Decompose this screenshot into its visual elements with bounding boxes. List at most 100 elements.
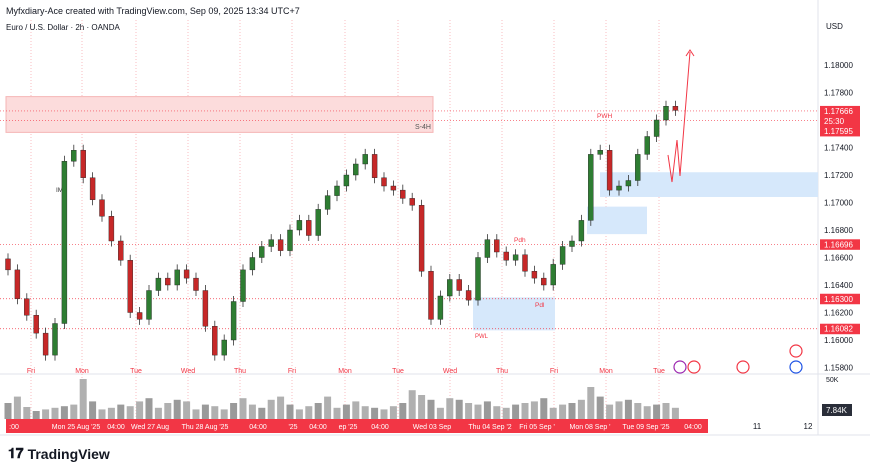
time-label: '25 <box>288 424 297 431</box>
economic-event-icon[interactable] <box>673 360 687 374</box>
volume-bar <box>408 390 416 419</box>
candle-body <box>428 271 434 320</box>
candle-body <box>212 326 218 356</box>
volume-bar <box>13 396 21 419</box>
candle-body <box>550 264 556 286</box>
candle-body <box>409 198 415 206</box>
annotation: IM <box>56 187 63 194</box>
candle-body <box>522 254 528 272</box>
candle-body <box>475 257 481 301</box>
tradingview-logo[interactable]: 𝟏𝟕 TradingView <box>8 445 110 462</box>
volume-bar <box>154 407 162 419</box>
candle-body <box>494 239 500 253</box>
volume-bar <box>596 396 604 419</box>
time-label: Wed 03 Sep <box>413 424 452 431</box>
time-label: Tue 09 Sep '25 <box>622 424 669 431</box>
volume-bar <box>436 407 444 419</box>
volume-bar <box>164 403 172 419</box>
volume-bar <box>192 409 200 419</box>
candle-body <box>33 315 39 334</box>
time-label: 04:00 <box>684 424 702 431</box>
volume-bar <box>51 407 59 419</box>
volume-bar <box>248 404 256 419</box>
volume-bar <box>230 403 238 419</box>
volume-bar <box>530 401 538 419</box>
candle-body <box>400 189 406 199</box>
candle-body <box>202 290 209 327</box>
y-tick-label: 1.16800 <box>824 226 853 235</box>
volume-bar <box>201 404 209 419</box>
volume-bar <box>455 399 463 419</box>
y-tick-label: 1.16400 <box>824 281 853 290</box>
candle-body <box>24 298 30 316</box>
time-label: Fri 05 Sep ' <box>519 424 555 431</box>
volume-bar <box>549 407 557 419</box>
time-axis-bar <box>6 419 708 433</box>
candle-body <box>155 277 162 291</box>
time-label: Wed 27 Aug <box>131 424 169 431</box>
candle-body <box>362 154 368 165</box>
price-label: 1.16082 <box>824 325 853 334</box>
volume-bar <box>540 398 548 419</box>
price-label-box <box>820 105 860 117</box>
volume-bar <box>427 399 435 419</box>
price-label-box <box>820 323 860 335</box>
volume-bar <box>446 398 454 419</box>
volume-bar <box>239 398 247 419</box>
volume-bar <box>389 406 397 419</box>
price-label: 25:30 <box>824 117 845 126</box>
volume-bar <box>465 403 473 419</box>
y-tick-label: 1.16200 <box>824 309 853 318</box>
economic-event-icon[interactable] <box>687 360 701 374</box>
zone-demand <box>473 297 555 331</box>
volume-bar <box>483 401 491 419</box>
volume-label-box <box>822 404 852 416</box>
volume-bar <box>624 399 632 419</box>
day-label: Mon <box>338 368 352 375</box>
day-label: Thu <box>496 368 508 375</box>
economic-event-icon[interactable] <box>789 360 803 374</box>
candle-body <box>418 205 425 272</box>
arrow-head-icon <box>685 49 695 57</box>
currency-label: USD <box>826 22 843 31</box>
price-chart[interactable]: Fri Mon Tue Wed Thu Fri Mon Tue Wed Thu Fri Mon Tue S… <box>0 0 870 440</box>
volume-bar <box>352 401 360 419</box>
candle-body <box>118 240 124 261</box>
volume-bar <box>277 396 285 419</box>
time-label: 04:00 <box>309 424 327 431</box>
candle-body <box>616 185 622 191</box>
candle-body <box>42 332 49 356</box>
volume-bar <box>107 407 115 419</box>
day-label: Tue <box>130 368 142 375</box>
candle-body <box>193 277 199 291</box>
zone-demand <box>587 206 647 235</box>
candle-body <box>597 150 603 155</box>
candle-body <box>381 177 387 187</box>
volume-bar <box>145 398 153 419</box>
volume-bar <box>98 409 106 419</box>
candle-body <box>635 154 641 181</box>
day-label: Mon <box>599 368 613 375</box>
candle-body <box>108 216 115 242</box>
volume-bar <box>89 401 97 419</box>
candle-body <box>249 257 256 271</box>
projection-arrow <box>667 51 691 183</box>
economic-event-icon[interactable] <box>789 344 803 358</box>
candle-body <box>165 277 171 286</box>
candle-body <box>531 271 538 279</box>
symbol-title: Euro / U.S. Dollar · 2h · OANDA <box>6 23 120 32</box>
volume-bar <box>671 407 679 419</box>
candle-body <box>259 246 265 258</box>
volume-bar <box>634 403 642 419</box>
economic-event-icon[interactable] <box>736 360 750 374</box>
candle-body <box>437 295 444 320</box>
volume-bar <box>512 404 520 419</box>
annotation: Pdl <box>535 302 545 309</box>
candle-body <box>672 106 679 111</box>
y-tick-label: 1.17000 <box>824 199 853 208</box>
candle-body <box>71 150 77 162</box>
price-label-box <box>820 115 860 127</box>
y-tick-label: 1.17400 <box>824 144 853 153</box>
day-label: Fri <box>550 368 559 375</box>
candle-body <box>456 279 462 291</box>
